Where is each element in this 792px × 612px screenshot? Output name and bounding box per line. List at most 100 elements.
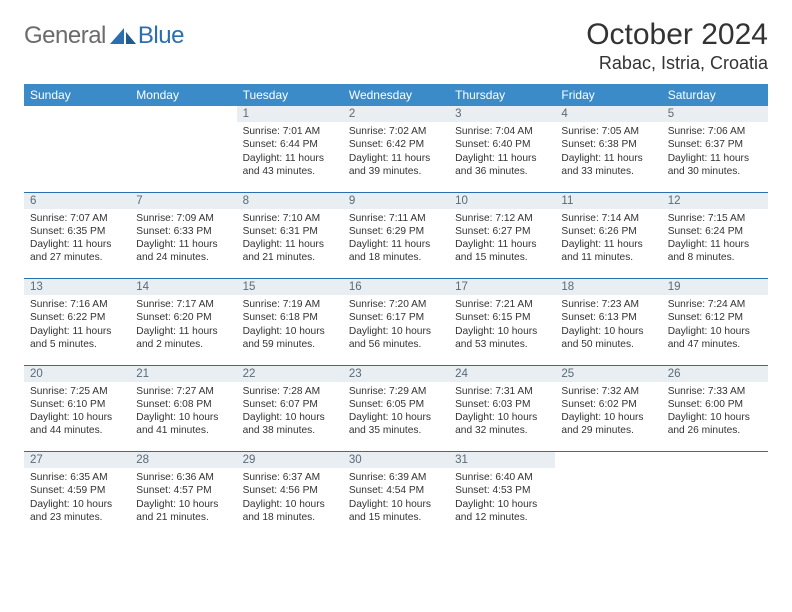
sunrise-text: Sunrise: 6:35 AM xyxy=(30,471,124,484)
sunset-text: Sunset: 6:12 PM xyxy=(668,311,762,324)
day-number: 22 xyxy=(237,366,343,382)
daylight-text: Daylight: 11 hours and 15 minutes. xyxy=(455,238,549,265)
daylight-text: Daylight: 10 hours and 15 minutes. xyxy=(349,498,443,525)
day-number: 25 xyxy=(555,366,661,382)
calendar-day-cell: 4Sunrise: 7:05 AMSunset: 6:38 PMDaylight… xyxy=(555,106,661,192)
sunrise-text: Sunrise: 7:09 AM xyxy=(136,212,230,225)
calendar-day-cell: 31Sunrise: 6:40 AMSunset: 4:53 PMDayligh… xyxy=(449,452,555,538)
day-number: 3 xyxy=(449,106,555,122)
calendar-day-cell: 7Sunrise: 7:09 AMSunset: 6:33 PMDaylight… xyxy=(130,193,236,279)
sunset-text: Sunset: 6:27 PM xyxy=(455,225,549,238)
daylight-text: Daylight: 11 hours and 39 minutes. xyxy=(349,152,443,179)
calendar-day-cell: 14Sunrise: 7:17 AMSunset: 6:20 PMDayligh… xyxy=(130,279,236,365)
sunrise-text: Sunrise: 7:10 AM xyxy=(243,212,337,225)
daylight-text: Daylight: 11 hours and 27 minutes. xyxy=(30,238,124,265)
calendar-day-cell: 29Sunrise: 6:37 AMSunset: 4:56 PMDayligh… xyxy=(237,452,343,538)
day-details: Sunrise: 7:12 AMSunset: 6:27 PMDaylight:… xyxy=(449,209,555,269)
day-details: Sunrise: 7:01 AMSunset: 6:44 PMDaylight:… xyxy=(237,122,343,182)
weekday-header: Wednesday xyxy=(343,84,449,106)
sunrise-text: Sunrise: 7:32 AM xyxy=(561,385,655,398)
calendar-day-cell: 1Sunrise: 7:01 AMSunset: 6:44 PMDaylight… xyxy=(237,106,343,192)
sunrise-text: Sunrise: 7:04 AM xyxy=(455,125,549,138)
weekday-header: Thursday xyxy=(449,84,555,106)
calendar-day-cell: 8Sunrise: 7:10 AMSunset: 6:31 PMDaylight… xyxy=(237,193,343,279)
daylight-text: Daylight: 11 hours and 21 minutes. xyxy=(243,238,337,265)
sunset-text: Sunset: 6:20 PM xyxy=(136,311,230,324)
location-subtitle: Rabac, Istria, Croatia xyxy=(586,53,768,74)
sunset-text: Sunset: 6:35 PM xyxy=(30,225,124,238)
day-number: 27 xyxy=(24,452,130,468)
calendar-page: General Blue October 2024 Rabac, Istria,… xyxy=(0,0,792,538)
title-block: October 2024 Rabac, Istria, Croatia xyxy=(586,18,768,74)
weekday-header: Saturday xyxy=(662,84,768,106)
sunrise-text: Sunrise: 7:01 AM xyxy=(243,125,337,138)
day-number: 16 xyxy=(343,279,449,295)
sunrise-text: Sunrise: 7:28 AM xyxy=(243,385,337,398)
calendar-week-row: 1Sunrise: 7:01 AMSunset: 6:44 PMDaylight… xyxy=(24,106,768,192)
calendar-day-cell: 23Sunrise: 7:29 AMSunset: 6:05 PMDayligh… xyxy=(343,366,449,452)
sunrise-text: Sunrise: 7:23 AM xyxy=(561,298,655,311)
sunrise-text: Sunrise: 7:11 AM xyxy=(349,212,443,225)
sunrise-text: Sunrise: 7:19 AM xyxy=(243,298,337,311)
calendar-day-cell: 20Sunrise: 7:25 AMSunset: 6:10 PMDayligh… xyxy=(24,366,130,452)
day-details: Sunrise: 6:39 AMSunset: 4:54 PMDaylight:… xyxy=(343,468,449,528)
day-details: Sunrise: 6:35 AMSunset: 4:59 PMDaylight:… xyxy=(24,468,130,528)
daylight-text: Daylight: 10 hours and 38 minutes. xyxy=(243,411,337,438)
daylight-text: Daylight: 11 hours and 2 minutes. xyxy=(136,325,230,352)
calendar-empty-cell xyxy=(555,452,661,538)
daylight-text: Daylight: 10 hours and 23 minutes. xyxy=(30,498,124,525)
daylight-text: Daylight: 10 hours and 50 minutes. xyxy=(561,325,655,352)
logo-sail-icon xyxy=(110,26,136,46)
logo: General Blue xyxy=(24,18,184,50)
calendar-table: Sunday Monday Tuesday Wednesday Thursday… xyxy=(24,84,768,538)
sunset-text: Sunset: 6:29 PM xyxy=(349,225,443,238)
day-details: Sunrise: 7:05 AMSunset: 6:38 PMDaylight:… xyxy=(555,122,661,182)
sunrise-text: Sunrise: 7:15 AM xyxy=(668,212,762,225)
calendar-day-cell: 12Sunrise: 7:15 AMSunset: 6:24 PMDayligh… xyxy=(662,193,768,279)
sunset-text: Sunset: 4:57 PM xyxy=(136,484,230,497)
day-number: 7 xyxy=(130,193,236,209)
daylight-text: Daylight: 10 hours and 21 minutes. xyxy=(136,498,230,525)
calendar-empty-cell xyxy=(130,106,236,192)
daylight-text: Daylight: 11 hours and 36 minutes. xyxy=(455,152,549,179)
sunset-text: Sunset: 6:15 PM xyxy=(455,311,549,324)
daylight-text: Daylight: 10 hours and 32 minutes. xyxy=(455,411,549,438)
day-details: Sunrise: 7:31 AMSunset: 6:03 PMDaylight:… xyxy=(449,382,555,442)
day-details: Sunrise: 7:20 AMSunset: 6:17 PMDaylight:… xyxy=(343,295,449,355)
day-details: Sunrise: 7:15 AMSunset: 6:24 PMDaylight:… xyxy=(662,209,768,269)
sunset-text: Sunset: 6:03 PM xyxy=(455,398,549,411)
daylight-text: Daylight: 11 hours and 18 minutes. xyxy=(349,238,443,265)
sunrise-text: Sunrise: 7:29 AM xyxy=(349,385,443,398)
day-details: Sunrise: 7:17 AMSunset: 6:20 PMDaylight:… xyxy=(130,295,236,355)
sunset-text: Sunset: 6:07 PM xyxy=(243,398,337,411)
day-details: Sunrise: 7:02 AMSunset: 6:42 PMDaylight:… xyxy=(343,122,449,182)
daylight-text: Daylight: 10 hours and 41 minutes. xyxy=(136,411,230,438)
day-number: 23 xyxy=(343,366,449,382)
weekday-header: Tuesday xyxy=(237,84,343,106)
sunrise-text: Sunrise: 7:14 AM xyxy=(561,212,655,225)
daylight-text: Daylight: 10 hours and 12 minutes. xyxy=(455,498,549,525)
day-details: Sunrise: 7:10 AMSunset: 6:31 PMDaylight:… xyxy=(237,209,343,269)
sunrise-text: Sunrise: 7:07 AM xyxy=(30,212,124,225)
daylight-text: Daylight: 10 hours and 44 minutes. xyxy=(30,411,124,438)
day-details: Sunrise: 7:07 AMSunset: 6:35 PMDaylight:… xyxy=(24,209,130,269)
day-number: 12 xyxy=(662,193,768,209)
daylight-text: Daylight: 10 hours and 29 minutes. xyxy=(561,411,655,438)
day-number: 18 xyxy=(555,279,661,295)
day-details: Sunrise: 7:24 AMSunset: 6:12 PMDaylight:… xyxy=(662,295,768,355)
daylight-text: Daylight: 10 hours and 35 minutes. xyxy=(349,411,443,438)
day-number: 14 xyxy=(130,279,236,295)
day-number: 2 xyxy=(343,106,449,122)
calendar-day-cell: 16Sunrise: 7:20 AMSunset: 6:17 PMDayligh… xyxy=(343,279,449,365)
sunset-text: Sunset: 6:17 PM xyxy=(349,311,443,324)
day-details: Sunrise: 7:14 AMSunset: 6:26 PMDaylight:… xyxy=(555,209,661,269)
sunset-text: Sunset: 6:42 PM xyxy=(349,138,443,151)
calendar-day-cell: 30Sunrise: 6:39 AMSunset: 4:54 PMDayligh… xyxy=(343,452,449,538)
day-number: 13 xyxy=(24,279,130,295)
sunrise-text: Sunrise: 7:25 AM xyxy=(30,385,124,398)
sunrise-text: Sunrise: 7:31 AM xyxy=(455,385,549,398)
daylight-text: Daylight: 10 hours and 47 minutes. xyxy=(668,325,762,352)
day-details: Sunrise: 6:36 AMSunset: 4:57 PMDaylight:… xyxy=(130,468,236,528)
day-details: Sunrise: 6:40 AMSunset: 4:53 PMDaylight:… xyxy=(449,468,555,528)
sunrise-text: Sunrise: 6:40 AM xyxy=(455,471,549,484)
